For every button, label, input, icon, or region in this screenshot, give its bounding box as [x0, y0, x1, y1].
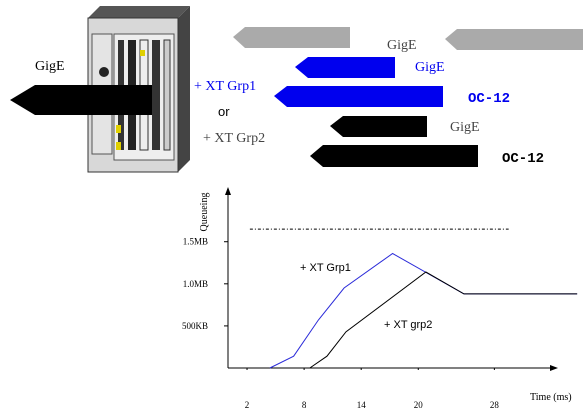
arrow: [233, 27, 350, 48]
series-label: + XT grp2: [384, 319, 432, 331]
series-label: + XT Grp1: [300, 262, 351, 274]
x-tick-label: 14: [357, 400, 367, 409]
arrow: [330, 116, 427, 137]
link-label: GigE: [387, 38, 417, 53]
x-tick-label: 28: [490, 400, 500, 409]
series-line: [309, 271, 578, 369]
arrow: [445, 29, 583, 50]
link-label: GigE: [35, 59, 65, 74]
option-label: + XT Grp1: [194, 79, 256, 94]
arrow: [295, 57, 395, 78]
link-label: GigE: [450, 120, 480, 135]
link-label: OC-12: [502, 151, 544, 167]
y-tick-label: 1.0MB: [183, 279, 208, 289]
arrow: [310, 145, 478, 167]
arrow: [274, 86, 443, 107]
x-axis-label: Time (ms): [530, 392, 572, 403]
x-tick-label: 20: [414, 400, 424, 409]
axis-arrow: [550, 365, 558, 371]
y-axis-label: Queueing: [199, 193, 210, 232]
or-label: or: [218, 104, 230, 119]
x-tick-label: 2: [245, 400, 250, 409]
y-tick-label: 1.5MB: [183, 237, 208, 247]
link-label: OC-12: [468, 91, 510, 107]
arrow: [10, 85, 152, 115]
y-tick-label: 500KB: [182, 321, 208, 331]
x-tick-label: 8: [302, 400, 307, 409]
link-label: GigE: [415, 60, 445, 75]
option-label: + XT Grp2: [203, 131, 265, 146]
axis-arrow: [225, 187, 231, 195]
